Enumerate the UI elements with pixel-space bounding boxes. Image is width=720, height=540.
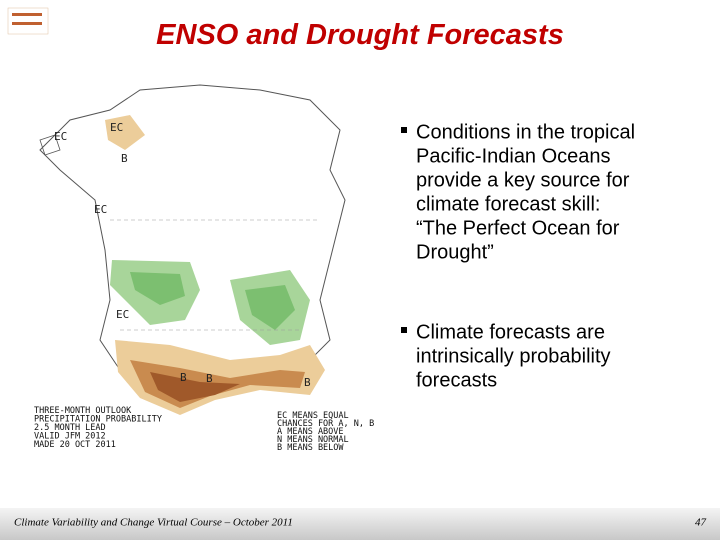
footer-bar [0,508,720,540]
map-legend-line: THREE-MONTH OUTLOOK [34,406,132,416]
bullet-text: climate forecast skill: [416,193,601,215]
map-label: EC [116,308,129,321]
map-legend-line: PRECIPITATION PROBABILITY [34,415,162,425]
map-legend-line: B MEANS BELOW [277,443,344,453]
map-label: B [121,152,128,165]
map-legend-line: EC MEANS EQUAL [277,411,349,421]
bullet-text: forecasts [416,369,497,391]
page-number: 47 [695,517,707,529]
footer-text: Climate Variability and Change Virtual C… [14,517,293,529]
map-legend-line: 2.5 MONTH LEAD [34,423,106,433]
map-label: B [206,372,213,385]
map-label: EC [94,203,107,216]
map-label: EC [54,130,67,143]
map-label: B [304,376,311,389]
bullet-text: Climate forecasts are [416,321,605,343]
bullet-text: Conditions in the tropical [416,121,635,143]
map-legend-line: CHANCES FOR A, N, B [277,419,374,429]
map-label: EC [110,121,123,134]
bullet-text: provide a key source for [416,169,630,191]
bullet-text: Pacific-Indian Oceans [416,145,611,167]
bullet-marker [401,127,407,133]
map-legend-line: N MEANS NORMAL [277,435,349,445]
map-label: B [180,371,187,384]
logo [7,7,49,35]
map [30,80,380,455]
map-legend-line: MADE 20 OCT 2011 [34,440,116,450]
bullet-text: intrinsically probability [416,345,611,367]
bullet-text: “The Perfect Ocean for [416,217,620,239]
slide-title: ENSO and Drought Forecasts [156,19,564,51]
bullet-text: Drought” [416,241,494,263]
map-legend-line: A MEANS ABOVE [277,427,344,437]
bullet-marker [401,327,407,333]
map-legend-line: VALID JFM 2012 [34,432,106,442]
